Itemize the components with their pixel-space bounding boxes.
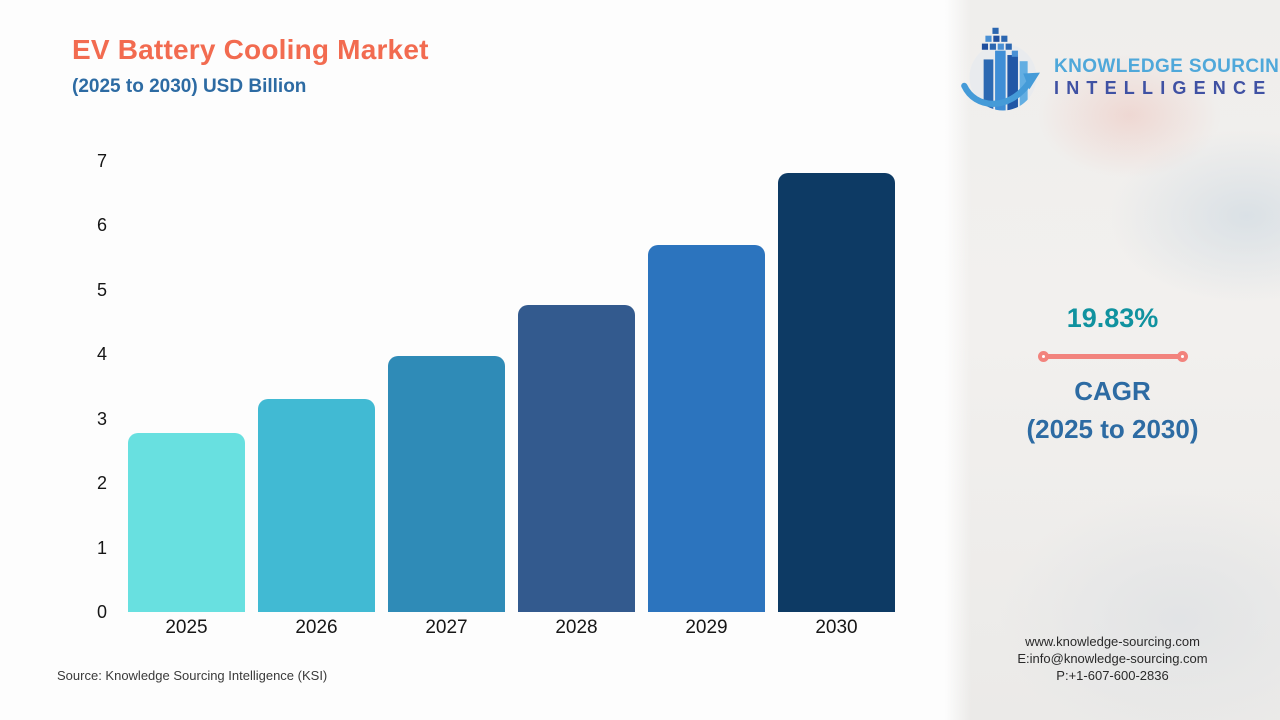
x-axis-label: 2030 bbox=[815, 617, 858, 638]
y-tick-label: 2 bbox=[96, 473, 107, 494]
x-axis-label: 2026 bbox=[295, 617, 338, 638]
bar-plot bbox=[128, 161, 895, 612]
logo-text-line1: KNOWLEDGE SOURCING bbox=[1054, 56, 1280, 78]
y-axis: 0 1 2 3 4 5 6 7 bbox=[70, 151, 115, 622]
y-tick-label: 0 bbox=[96, 602, 107, 622]
logo-pixel-squares bbox=[981, 27, 1018, 57]
x-axis-label: 2029 bbox=[685, 617, 728, 638]
bar-2025 bbox=[128, 432, 245, 612]
bar-2028 bbox=[518, 305, 635, 612]
bar-2026 bbox=[258, 399, 375, 612]
x-axis-labels: 2025 2026 2027 2028 2029 2030 bbox=[128, 617, 895, 639]
right-panel: KNOWLEDGE SOURCING INTELLIGENCE 19.83% C… bbox=[945, 0, 1280, 720]
logo-chart-arrow-icon bbox=[961, 27, 1040, 111]
page-subtitle: (2025 to 2030) USD Billion bbox=[72, 76, 307, 97]
y-tick-label: 6 bbox=[96, 215, 107, 236]
source-note: Source: Knowledge Sourcing Intelligence … bbox=[57, 668, 328, 683]
x-axis-label: 2027 bbox=[425, 617, 468, 638]
cagr-period-label: (2025 to 2030) bbox=[1026, 414, 1199, 444]
x-axis-label: 2025 bbox=[165, 617, 208, 638]
y-tick-label: 1 bbox=[96, 537, 107, 558]
cagr-label: CAGR bbox=[1074, 376, 1151, 406]
divider-ring-right bbox=[1176, 351, 1188, 362]
contact-block: www.knowledge-sourcing.com E:info@knowle… bbox=[945, 633, 1280, 684]
bar-2027 bbox=[388, 356, 505, 612]
x-axis-label: 2028 bbox=[555, 617, 598, 638]
contact-phone: P:+1-607-600-2836 bbox=[1056, 668, 1169, 683]
contact-website: www.knowledge-sourcing.com bbox=[1025, 634, 1200, 649]
cagr-block: 19.83% CAGR (2025 to 2030) bbox=[945, 303, 1280, 445]
logo-text-line2: INTELLIGENCE bbox=[1054, 77, 1273, 98]
y-tick-label: 5 bbox=[96, 279, 107, 300]
divider-rule bbox=[1045, 354, 1180, 359]
y-tick-label: 3 bbox=[96, 408, 107, 429]
y-tick-label: 4 bbox=[96, 344, 107, 365]
y-tick-label: 7 bbox=[96, 151, 107, 171]
cagr-divider-line bbox=[1037, 351, 1188, 362]
contact-email: E:info@knowledge-sourcing.com bbox=[1017, 651, 1208, 666]
company-logo: KNOWLEDGE SOURCING INTELLIGENCE bbox=[959, 24, 1280, 116]
bar-2029 bbox=[648, 245, 765, 612]
bar-2030 bbox=[778, 172, 895, 612]
cagr-value: 19.83% bbox=[1066, 303, 1159, 333]
page-title: EV Battery Cooling Market bbox=[72, 34, 429, 65]
